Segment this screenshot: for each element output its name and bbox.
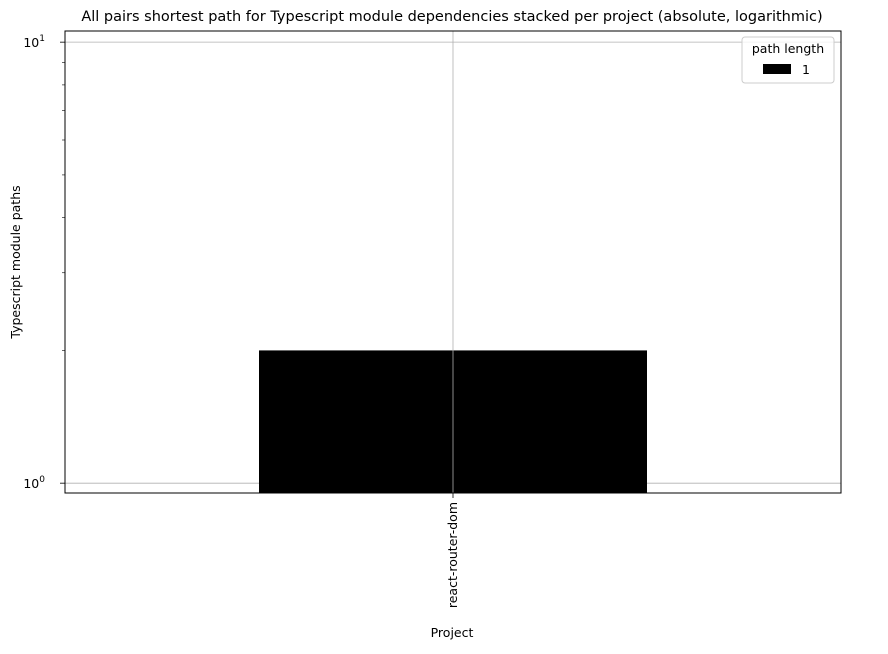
x-axis-label: Project [431, 625, 474, 640]
y-axis-label: Typescript module paths [8, 185, 23, 339]
legend-series-label: 1 [802, 62, 810, 77]
legend-swatch [763, 64, 791, 74]
x-axis-ticks: react-router-dom [445, 493, 460, 608]
legend-title: path length [752, 41, 824, 56]
legend: path length 1 [741, 36, 835, 84]
x-tick-label: react-router-dom [445, 502, 460, 608]
y-tick-exponent: 0 [39, 475, 45, 485]
chart-title: All pairs shortest path for Typescript m… [81, 9, 822, 25]
y-axis-ticks: 100 101 [23, 34, 65, 491]
y-tick-label: 101 [23, 34, 45, 50]
y-tick-exponent: 1 [39, 34, 45, 44]
y-tick-label: 100 [23, 475, 45, 491]
